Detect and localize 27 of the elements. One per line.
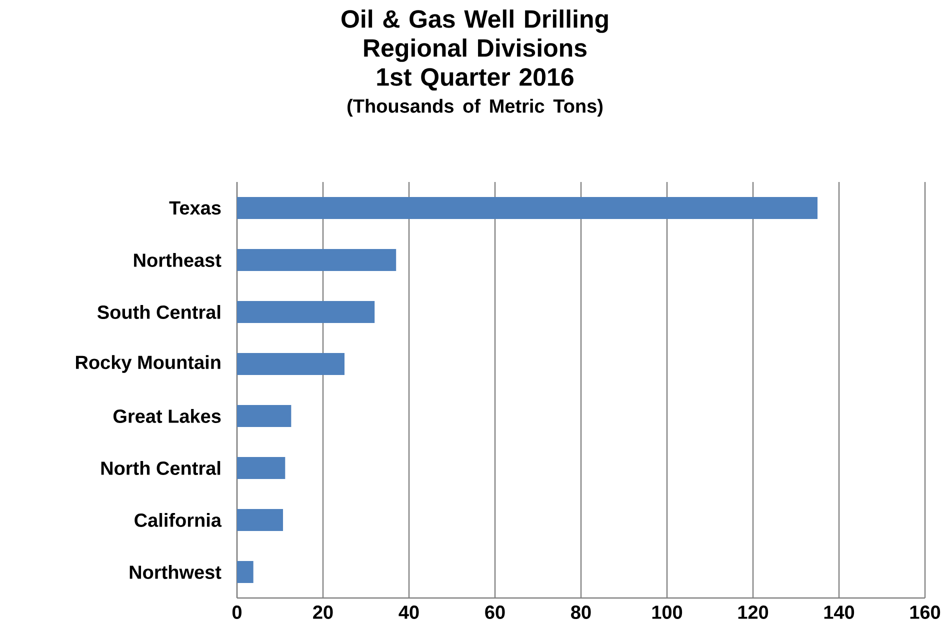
bar [237,249,396,271]
y-tick-label: California [134,513,222,527]
x-tick-label: 60 [485,606,505,619]
chart-subtitle: (Thousands of Metric Tons) [348,98,603,117]
x-tick-label: 20 [313,606,333,619]
bar [237,197,818,219]
y-tick-label: Rocky Mountain [76,355,220,373]
y-tick-label: Northeast [134,253,222,267]
bar [237,457,286,479]
x-tick-label: 120 [738,606,768,619]
y-tick-label: Great Lakes [113,409,221,423]
y-tick-label: Northwest [130,565,222,579]
x-tick-label: 0 [232,606,242,619]
x-tick-label: 140 [824,606,854,619]
x-tick-label: 160 [910,606,940,619]
bar [237,405,292,427]
y-tick-label: Texas [169,201,221,215]
bar [237,509,284,531]
bar [237,301,375,323]
x-tick-label: 100 [652,606,682,619]
chart-title: Oil & Gas Well Drilling Regional Divisions 1st Quarter 2016 [342,10,608,91]
x-tick-label: 80 [571,606,591,619]
bar [237,561,254,583]
y-tick-label: North Central [101,461,220,475]
y-tick-label: South Central [97,305,220,319]
x-tick-label: 40 [398,606,419,619]
bar [237,353,345,375]
